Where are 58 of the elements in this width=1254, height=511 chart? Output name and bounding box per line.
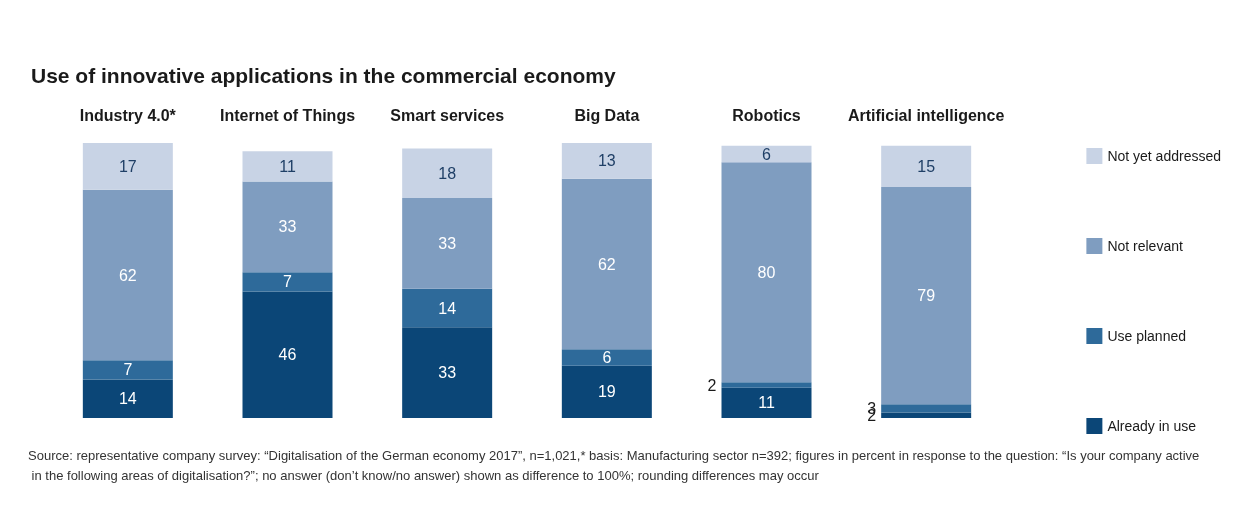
data-label: 7	[283, 273, 293, 291]
data-label: 13	[597, 152, 616, 170]
data-label: 11	[758, 394, 775, 412]
data-label: 17	[118, 157, 137, 175]
bar	[402, 288, 493, 328]
bar	[881, 412, 972, 418]
data-label: 11	[279, 157, 296, 175]
bar	[242, 291, 333, 418]
data-label: 7	[123, 361, 133, 379]
x-tick-label: Robotics	[732, 106, 801, 124]
x-tick-label: Smart services	[390, 106, 505, 124]
bar	[402, 148, 493, 198]
data-label: 18	[438, 164, 457, 182]
legend-label: Already in use	[1107, 418, 1197, 434]
data-label: 33	[278, 218, 297, 236]
x-tick-label: Industry 4.0*	[79, 106, 177, 124]
data-label: 15	[917, 157, 936, 175]
bar	[561, 178, 652, 350]
source-note: Source: representative company survey: “Digitalisation of the German economy 2017”, n=1,021,* basis: Manufacturing sector n=392; figures in percent in response to the question: “Is your company active in the following areas of digitalisation?”; no answer (don’t know/no answer) shown as difference to 100%; rounding differences may occur	[28, 447, 1200, 483]
bar	[721, 382, 812, 388]
legend-label: Not relevant	[1107, 238, 1183, 254]
data-label: 62	[118, 266, 137, 284]
legend-label: Use planned	[1107, 328, 1186, 344]
data-label: 46	[278, 346, 297, 364]
bar	[82, 360, 173, 380]
bar	[242, 151, 333, 182]
bar	[881, 187, 972, 405]
bar	[561, 365, 652, 418]
data-label: 6	[602, 349, 612, 366]
bar	[82, 189, 173, 361]
bar	[721, 145, 812, 163]
chart-title: Use of innovative applications in the commercial economy	[31, 64, 616, 87]
bar	[881, 404, 972, 413]
legend-label: Not yet addressed	[1107, 148, 1221, 164]
bar	[242, 272, 333, 292]
data-label: 14	[118, 390, 137, 408]
data-label: 2	[707, 376, 717, 394]
data-label: 6	[762, 145, 772, 163]
bar	[82, 379, 173, 418]
bar	[721, 387, 812, 418]
data-label: 33	[438, 234, 457, 252]
x-tick-label: Big Data	[574, 106, 640, 124]
bar	[561, 143, 652, 179]
data-label: 62	[597, 255, 616, 273]
data-label: 79	[917, 287, 936, 305]
data-label: 33	[438, 364, 457, 382]
bar	[242, 181, 333, 273]
bar	[721, 162, 812, 383]
x-tick-label: Artificial intelligence	[847, 106, 1005, 124]
data-label: 80	[757, 263, 776, 281]
bar	[402, 327, 493, 418]
data-label: 14	[438, 299, 457, 317]
bar	[402, 198, 493, 289]
bar	[881, 145, 972, 187]
x-tick-label: Internet of Things	[219, 106, 356, 124]
bar	[82, 143, 173, 190]
bar	[561, 349, 652, 366]
data-label: 19	[597, 383, 616, 401]
